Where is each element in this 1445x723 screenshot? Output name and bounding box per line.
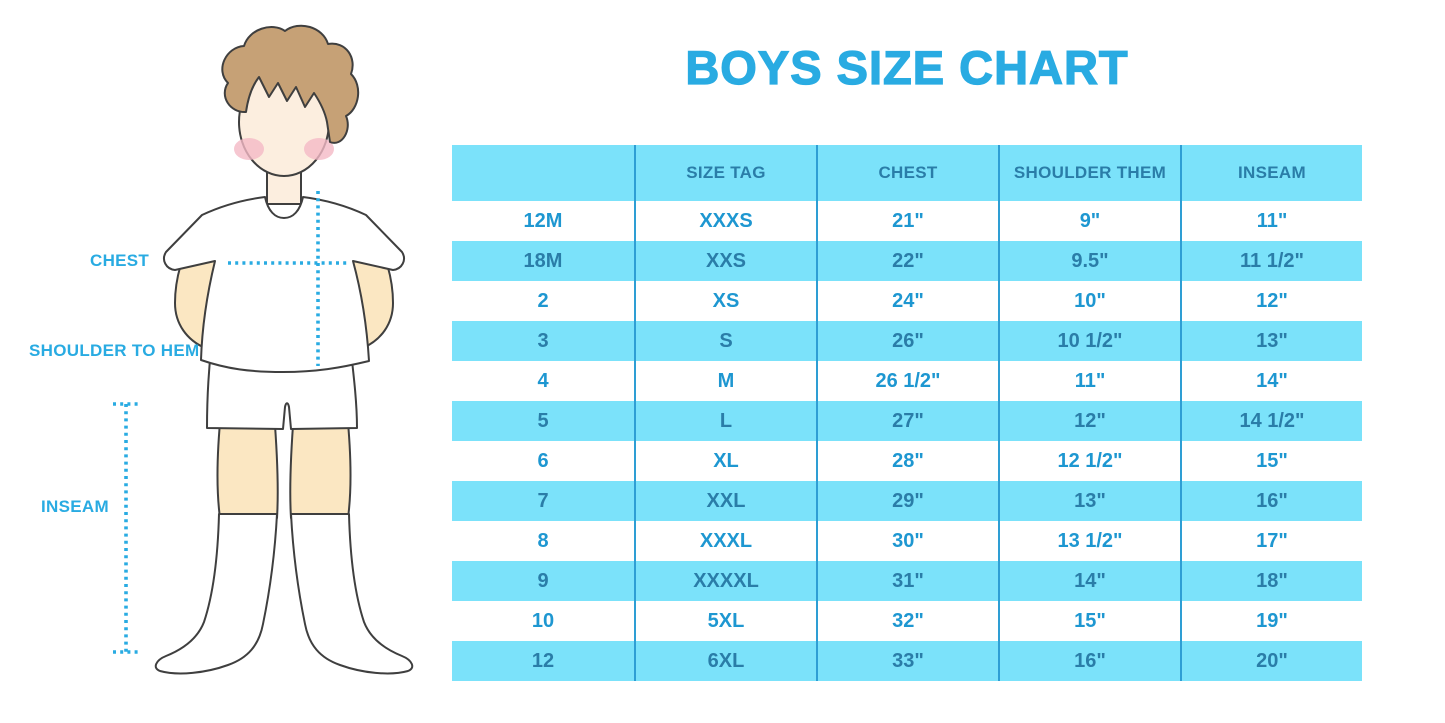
table-cell: XS (634, 281, 816, 321)
table-cell: 29" (816, 481, 998, 521)
table-cell: 18" (1180, 561, 1362, 601)
inseam-label: INSEAM (41, 497, 109, 516)
table-header-cell-inseam: INSEAM (1180, 145, 1362, 201)
table-header-cell-shoulder: SHOULDER THEM (998, 145, 1180, 201)
table-cell: 14" (998, 561, 1180, 601)
table-cell: 9 (537, 569, 549, 592)
table-cell: 13 1/2" (998, 521, 1180, 561)
shoulder-to-hem-label: SHOULDER TO HEM (29, 341, 200, 360)
table-cell: 9.5" (998, 241, 1180, 281)
table-cell: 2 (537, 289, 549, 312)
right-sock-shape (290, 513, 414, 675)
table-cell: 8 (537, 529, 549, 552)
table-row: 18M XXS 22" 9.5" 11 1/2" (452, 241, 1362, 281)
table-cell: 21" (816, 201, 998, 241)
table-cell: XXS (634, 241, 816, 281)
table-cell: 11" (1180, 201, 1362, 241)
table-cell: 5XL (634, 601, 816, 641)
table-cell: 11" (998, 361, 1180, 401)
table-row: 3 S 26" 10 1/2" 13" (452, 321, 1362, 361)
table-cell: 26 1/2" (816, 361, 998, 401)
boy-measurement-illustration (113, 24, 414, 675)
table-cell: 6 (537, 449, 549, 472)
table-cell: 31" (816, 561, 998, 601)
table-cell: M (634, 361, 816, 401)
table-cell: 10 (531, 609, 555, 632)
table-cell: 15" (998, 601, 1180, 641)
table-cell: XXXXL (634, 561, 816, 601)
table-cell: 16" (1180, 481, 1362, 521)
table-header-cell-chest: CHEST (816, 145, 998, 201)
tshirt-shape (163, 196, 405, 373)
table-cell: 11 1/2" (1180, 241, 1362, 281)
left-cheek (234, 138, 264, 160)
table-cell: S (634, 321, 816, 361)
table-cell: 27" (816, 401, 998, 441)
table-cell: 13" (1180, 321, 1362, 361)
table-cell: 14 1/2" (1180, 401, 1362, 441)
hair-shape (221, 24, 360, 144)
table-header-cell-size-tag: SIZE TAG (634, 145, 816, 201)
table-cell: 7 (537, 489, 549, 512)
table-cell: 12 (531, 649, 555, 672)
right-cheek (304, 138, 334, 160)
table-row: 6 XL 28" 12 1/2" 15" (452, 441, 1362, 481)
table-row: 2 XS 24" 10" 12" (452, 281, 1362, 321)
chest-label: CHEST (90, 251, 150, 270)
table-cell: 12M (523, 209, 563, 232)
table-cell: 28" (816, 441, 998, 481)
table-cell: 6XL (634, 641, 816, 681)
table-header-cell-size (452, 145, 634, 201)
table-row: 4 M 26 1/2" 11" 14" (452, 361, 1362, 401)
size-table: SIZE TAG CHEST SHOULDER THEM INSEAM 12M X… (452, 145, 1362, 681)
page-title: BOYS SIZE CHART (685, 40, 1129, 94)
left-sock-shape (154, 513, 278, 675)
table-cell: 33" (816, 641, 998, 681)
table-cell: 12" (1180, 281, 1362, 321)
table-row: 12M XXXS 21" 9" 11" (452, 201, 1362, 241)
table-row: 7 XXL 29" 13" 16" (452, 481, 1362, 521)
table-body: 12M XXXS 21" 9" 11" 18M XXS 22" 9.5" 11 1/2" 2 XS 24… (452, 201, 1362, 681)
table-row: 8 XXXL 30" 13 1/2" 17" (452, 521, 1362, 561)
table-cell: 10 1/2" (998, 321, 1180, 361)
table-cell: 4 (537, 369, 549, 392)
table-cell: XXL (634, 481, 816, 521)
table-cell: 19" (1180, 601, 1362, 641)
table-cell: 14" (1180, 361, 1362, 401)
table-cell: 32" (816, 601, 998, 641)
table-cell: 20" (1180, 641, 1362, 681)
table-cell: 26" (816, 321, 998, 361)
table-cell: 5 (537, 409, 549, 432)
table-header-row: SIZE TAG CHEST SHOULDER THEM INSEAM (452, 145, 1362, 201)
table-cell: 10" (998, 281, 1180, 321)
table-cell: 18M (523, 249, 563, 272)
table-row: 10 5XL 32" 15" 19" (452, 601, 1362, 641)
table-cell: 12 1/2" (998, 441, 1180, 481)
table-row: 12 6XL 33" 16" 20" (452, 641, 1362, 681)
table-cell: 22" (816, 241, 998, 281)
table-cell: 30" (816, 521, 998, 561)
table-row: 9 XXXXL 31" 14" 18" (452, 561, 1362, 601)
table-cell: 17" (1180, 521, 1362, 561)
table-cell: 12" (998, 401, 1180, 441)
table-cell: XL (634, 441, 816, 481)
table-cell: L (634, 401, 816, 441)
table-cell: 3 (537, 329, 549, 352)
table-cell: 13" (998, 481, 1180, 521)
table-cell: 16" (998, 641, 1180, 681)
table-cell: XXXL (634, 521, 816, 561)
table-cell: 15" (1180, 441, 1362, 481)
table-cell: 9" (998, 201, 1180, 241)
table-row: 5 L 27" 12" 14 1/2" (452, 401, 1362, 441)
table-cell: XXXS (634, 201, 816, 241)
table-cell: 24" (816, 281, 998, 321)
